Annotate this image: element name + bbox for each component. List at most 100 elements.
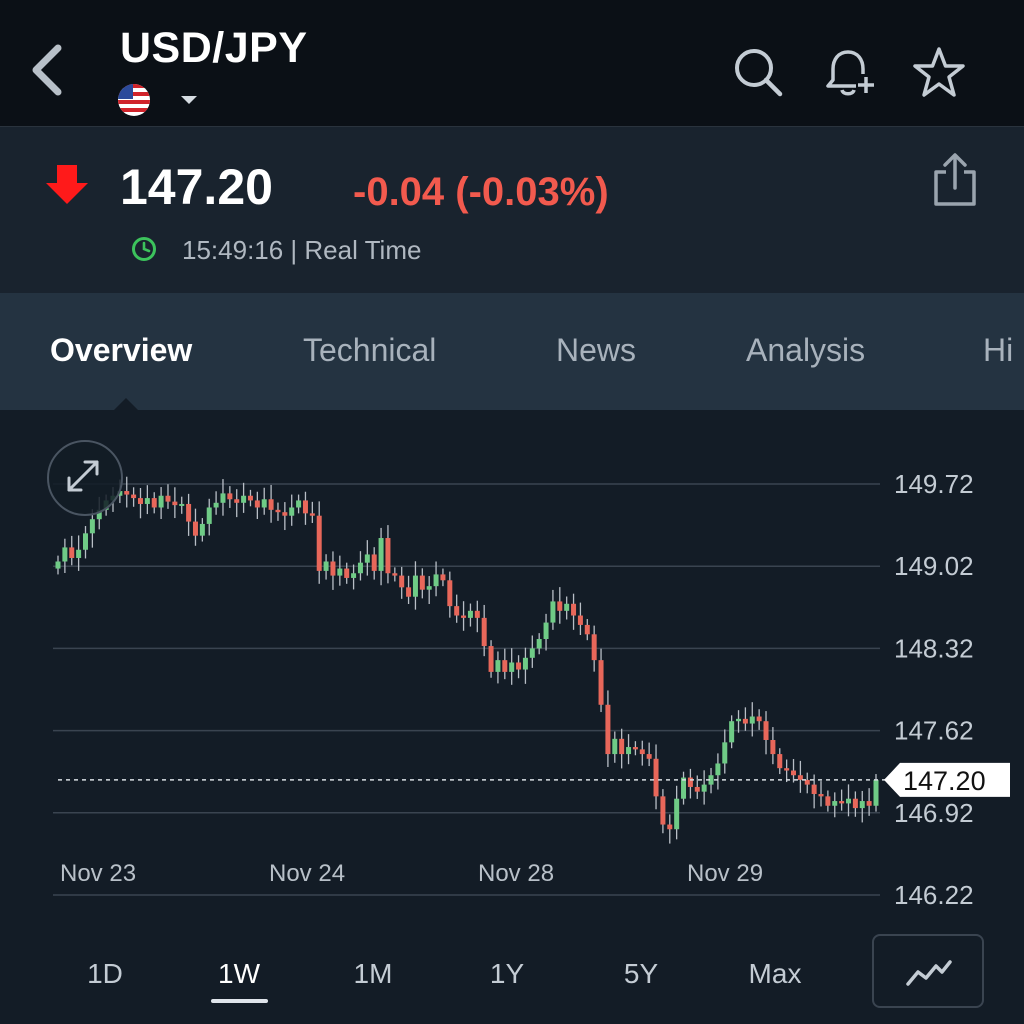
candle	[254, 500, 260, 508]
candle	[536, 639, 542, 649]
candle	[653, 758, 659, 797]
chart-type-button[interactable]	[872, 934, 984, 1008]
share-button[interactable]	[926, 150, 984, 212]
candle	[756, 716, 762, 722]
candle	[447, 580, 453, 607]
search-icon	[735, 49, 783, 97]
candle	[213, 502, 219, 508]
candle	[172, 501, 178, 506]
candle	[839, 801, 845, 804]
top-bar: USD/JPY	[0, 0, 1024, 127]
candle	[289, 507, 295, 516]
candle	[467, 610, 473, 618]
range-1d[interactable]: 1D	[87, 958, 123, 989]
candle	[584, 624, 590, 635]
candle	[385, 538, 391, 574]
candle	[598, 660, 604, 705]
candle	[873, 779, 879, 806]
candle	[275, 509, 281, 513]
candle	[619, 738, 625, 755]
instrument-dropdown-button[interactable]	[178, 92, 200, 108]
x-tick-label: Nov 23	[60, 860, 136, 887]
candle	[564, 603, 570, 611]
candle	[577, 615, 583, 625]
candle	[165, 495, 171, 502]
candle	[454, 606, 460, 616]
candle	[626, 747, 632, 755]
candle	[509, 662, 515, 672]
back-button[interactable]	[28, 40, 68, 100]
range-1w[interactable]: 1W	[218, 958, 260, 989]
candle	[832, 801, 838, 806]
candle	[137, 498, 143, 504]
candle	[337, 568, 343, 576]
candle	[357, 562, 363, 574]
candle	[667, 824, 673, 830]
tab-news[interactable]: News	[556, 332, 637, 368]
tab-overview[interactable]: Overview	[50, 332, 193, 368]
candle	[461, 615, 467, 618]
candle	[543, 622, 549, 640]
candle	[344, 568, 350, 578]
favorite-button[interactable]	[910, 44, 968, 102]
y-tick-label: 146.22	[894, 880, 974, 910]
candle	[694, 786, 700, 792]
caret-down-icon	[181, 96, 197, 104]
candle	[96, 509, 102, 520]
candle	[708, 775, 714, 785]
us-flag-icon	[118, 84, 150, 116]
candle	[302, 500, 308, 514]
candle	[591, 634, 597, 661]
candle	[124, 491, 130, 495]
candle	[729, 721, 735, 743]
tab-technical[interactable]: Technical	[303, 332, 437, 368]
range-5y[interactable]: 5Y	[623, 958, 659, 989]
range-1y[interactable]: 1Y	[489, 958, 525, 989]
candle	[681, 777, 687, 799]
x-tick-label: Nov 24	[269, 860, 345, 887]
x-tick-label: Nov 28	[478, 860, 554, 887]
candle	[371, 554, 377, 571]
tab-history[interactable]: Hi	[983, 332, 1014, 368]
candle	[852, 798, 858, 809]
candle	[516, 662, 522, 670]
candle	[392, 573, 398, 576]
candle	[550, 601, 556, 623]
candle	[632, 747, 638, 750]
candle	[296, 500, 302, 508]
last-price-tag	[884, 762, 1010, 797]
candle	[784, 768, 790, 771]
search-button[interactable]	[730, 44, 788, 102]
price-chart[interactable]: 149.72 149.02 148.32 147.62 146.92 146.22 Nov …	[0, 410, 1024, 930]
candle	[502, 660, 508, 672]
candle	[179, 503, 185, 506]
candle	[742, 718, 748, 724]
y-tick-label: 149.02	[894, 551, 974, 581]
candle	[234, 499, 240, 503]
range-max[interactable]: Max	[748, 958, 802, 989]
candle	[811, 784, 817, 795]
candle	[364, 554, 370, 563]
candle	[323, 561, 329, 571]
candle	[419, 575, 425, 590]
price-change: -0.04 (-0.03%)	[353, 170, 609, 214]
expand-chart-button[interactable]	[47, 440, 123, 516]
candle	[818, 794, 824, 797]
range-1m[interactable]: 1M	[353, 958, 393, 989]
active-range-underline	[211, 999, 268, 1003]
candle	[158, 495, 164, 508]
candle	[151, 498, 157, 508]
candle	[846, 798, 852, 804]
candle	[687, 777, 693, 787]
star-icon	[913, 47, 965, 97]
tab-analysis[interactable]: Analysis	[746, 332, 866, 368]
candle	[62, 547, 68, 562]
last-price-label: 147.20	[903, 766, 986, 796]
add-alert-button[interactable]	[820, 44, 878, 102]
candle	[399, 575, 405, 588]
candle	[660, 796, 666, 825]
candle	[474, 610, 480, 618]
candle	[481, 617, 487, 647]
line-chart-icon	[906, 960, 952, 986]
section-tabs: Overview Technical News Analysis Hi	[0, 293, 1024, 410]
